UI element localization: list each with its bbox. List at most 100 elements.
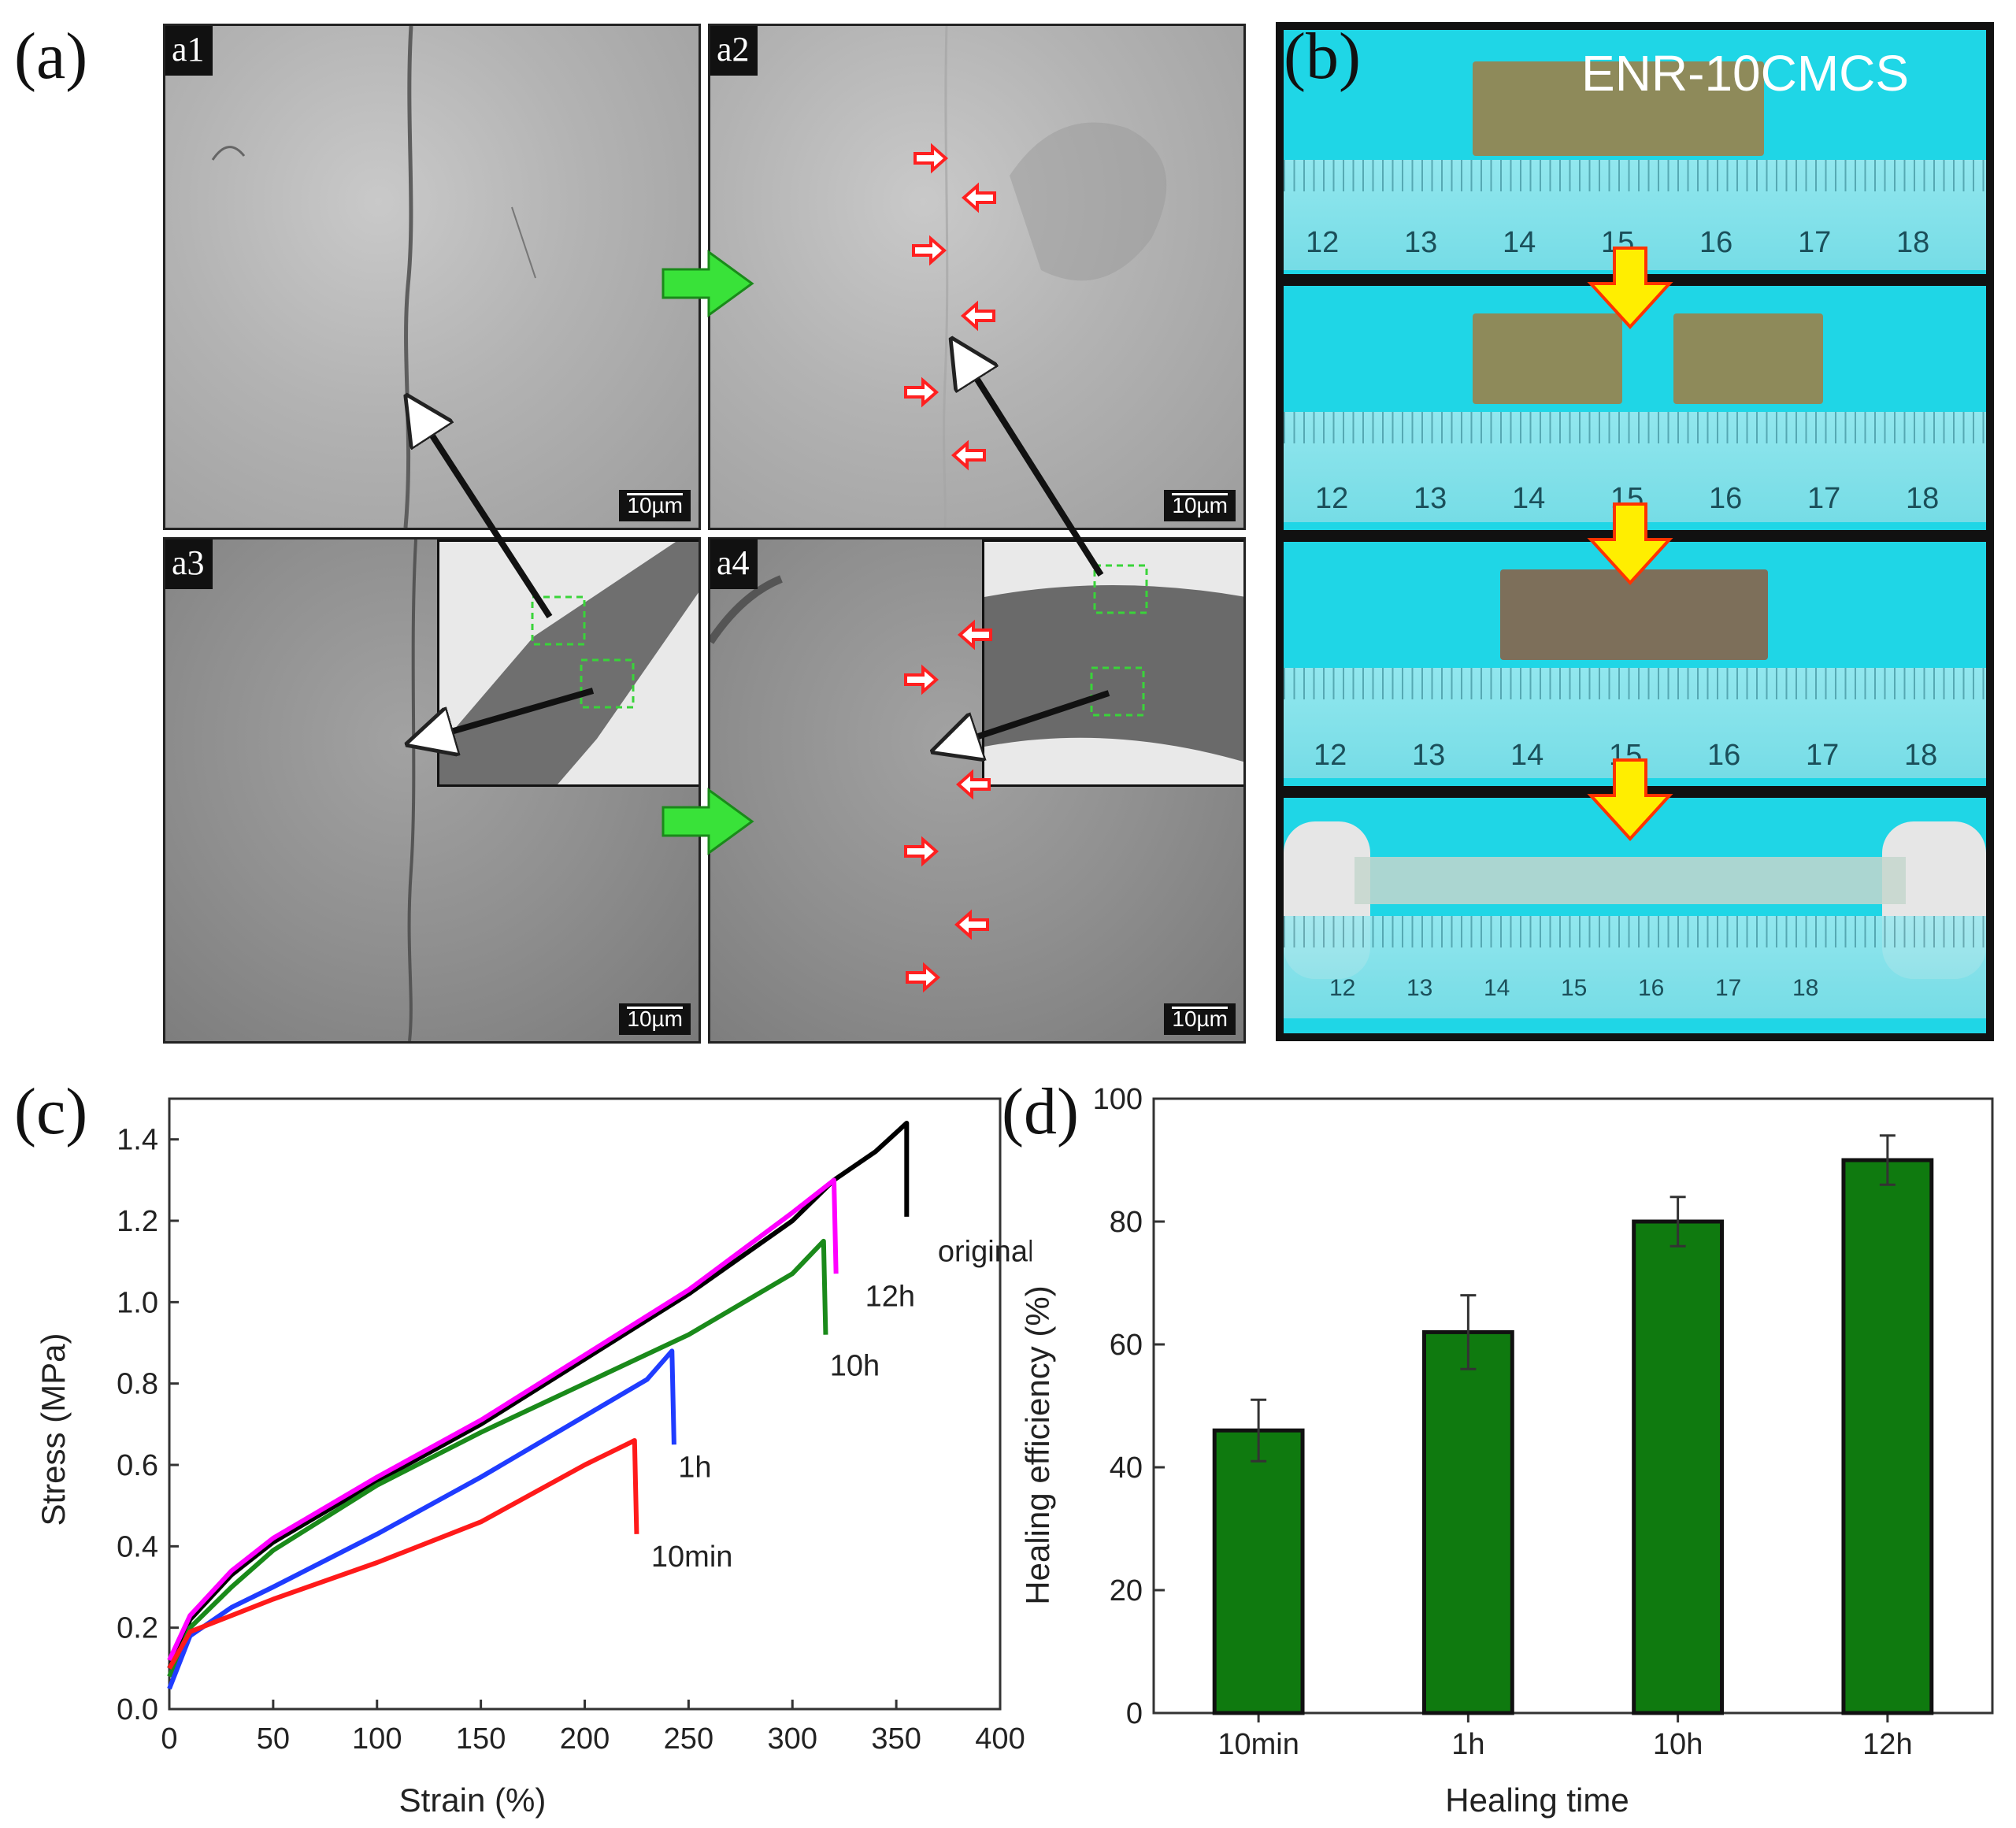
rubber-sample — [1473, 61, 1764, 156]
series-label-10min: 10min — [651, 1541, 733, 1574]
y-tick-label: 0.4 — [117, 1530, 158, 1563]
ruler-number: 13 — [1406, 975, 1433, 1001]
y-tick-label: 60 — [1110, 1329, 1143, 1362]
bar-10min — [1212, 1428, 1305, 1715]
ruler-number: 18 — [1896, 226, 1930, 259]
x-tick-label: 400 — [975, 1722, 1025, 1756]
stress-strain-chart: 0 50 100 150 200 250 300 350 400 0.0 0.2 0.4 0.6 0.8 1… — [35, 1097, 1032, 1819]
plot-frame — [1152, 1097, 1994, 1715]
scale-bar: 10µm — [1164, 490, 1236, 521]
y-tick-label: 0 — [1126, 1697, 1143, 1730]
x-tick-label: 1h — [1451, 1728, 1484, 1761]
x-tick-label: 350 — [871, 1722, 921, 1756]
ruler-number: 15 — [1561, 975, 1588, 1001]
ruler — [1284, 916, 1986, 1018]
photo-intact-sample — [1284, 30, 1986, 274]
chart-bars — [1212, 1134, 1934, 1715]
y-tick-label: 0.8 — [117, 1368, 158, 1401]
ruler-number: 18 — [1904, 739, 1938, 772]
y-tick-label: 1.0 — [117, 1286, 158, 1319]
micrograph-a2: a2 10µm — [708, 24, 1246, 530]
sub-panel-label: a4 — [710, 540, 758, 589]
photo-stretched-sample — [1284, 798, 1986, 1033]
healed-crack — [943, 26, 1167, 528]
ruler-number: 13 — [1414, 482, 1447, 515]
micrograph-a3: a3 10µm — [163, 537, 701, 1044]
ruler-number: 14 — [1484, 975, 1510, 1001]
plot-frame — [168, 1097, 1002, 1711]
scale-bar: 10µm — [1164, 1003, 1236, 1035]
ruler-number: 16 — [1699, 226, 1733, 259]
ruler-number: 17 — [1798, 226, 1832, 259]
x-tick-label: 300 — [768, 1722, 817, 1756]
series-line-10min — [167, 1438, 639, 1670]
ruler-number: 12 — [1329, 975, 1356, 1001]
stretched-rubber — [1354, 857, 1906, 904]
ruler-number: 16 — [1709, 482, 1743, 515]
y-axis-label: Stress (MPa) — [35, 1333, 72, 1526]
rubber-piece-right — [1673, 313, 1823, 404]
y-tick-label: 1.4 — [117, 1124, 158, 1157]
x-axis-label: Strain (%) — [399, 1782, 547, 1819]
x-tick-label: 100 — [352, 1722, 402, 1756]
chart-axes: 0 20 40 60 80 100 10min 1h 10h 12h — [1093, 1083, 1994, 1761]
ruler-number: 15 — [1609, 739, 1643, 772]
series-line-1h — [167, 1348, 676, 1690]
x-tick-label: 10min — [1217, 1728, 1299, 1761]
sub-panel-label: a1 — [165, 26, 213, 76]
bar-1h — [1421, 1329, 1514, 1715]
rubber-sample — [1500, 569, 1768, 660]
series-line-original — [167, 1121, 910, 1670]
ruler-number: 17 — [1807, 482, 1841, 515]
x-tick-label: 0 — [161, 1722, 177, 1756]
scale-bar: 10µm — [619, 490, 691, 521]
inset-film — [984, 564, 1243, 762]
y-axis-label: Healing efficiency (%) — [1019, 1285, 1056, 1604]
panel-b-photos — [1276, 22, 1994, 1041]
ruler-number: 18 — [1906, 482, 1940, 515]
x-tick-label: 150 — [456, 1722, 506, 1756]
x-tick-label: 12h — [1862, 1728, 1912, 1761]
micrograph-a1: a1 10µm — [163, 24, 701, 530]
series-line-12h — [167, 1177, 839, 1662]
ruler-number: 17 — [1806, 739, 1840, 772]
series-label-original: original — [938, 1236, 1032, 1269]
scale-bar: 10µm — [619, 1003, 691, 1035]
micrograph-a4: a4 10µm — [708, 537, 1246, 1044]
ruler-number: 12 — [1306, 226, 1340, 259]
y-tick-label: 0.6 — [117, 1449, 158, 1482]
ruler-number: 14 — [1510, 739, 1544, 772]
ruler-number: 15 — [1610, 482, 1644, 515]
crack-line — [211, 26, 536, 528]
panel-d-label: (d) — [1002, 1075, 1079, 1148]
y-tick-label: 0.2 — [117, 1612, 158, 1645]
inset-overview — [437, 540, 699, 787]
y-tick-label: 80 — [1110, 1206, 1143, 1239]
inset-overview — [982, 540, 1243, 787]
panel-c-label: (c) — [14, 1075, 88, 1148]
ruler-number: 18 — [1792, 975, 1819, 1001]
ruler-number: 16 — [1707, 739, 1741, 772]
y-tick-label: 0.0 — [117, 1693, 158, 1726]
y-tick-label: 1.2 — [117, 1205, 158, 1238]
series-line-10h — [167, 1238, 828, 1678]
ruler — [1284, 160, 1986, 270]
x-tick-label: 250 — [664, 1722, 713, 1756]
ruler-number: 12 — [1315, 482, 1349, 515]
y-tick-label: 40 — [1110, 1452, 1143, 1485]
y-tick-label: 100 — [1093, 1083, 1143, 1116]
sub-panel-label: a2 — [710, 26, 758, 76]
sub-panel-label: a3 — [165, 540, 213, 589]
panel-b-label: (b) — [1284, 20, 1361, 93]
panel-a-label: (a) — [14, 20, 88, 93]
ruler-number: 15 — [1601, 226, 1635, 259]
ruler-number: 14 — [1512, 482, 1546, 515]
ruler-number: 14 — [1503, 226, 1536, 259]
bar-12h — [1841, 1158, 1934, 1715]
ruler-number: 17 — [1715, 975, 1742, 1001]
series-label-10h: 10h — [830, 1349, 880, 1382]
crack-line — [407, 540, 417, 1041]
x-axis-label: Healing time — [1445, 1782, 1629, 1819]
series-label-1h: 1h — [678, 1452, 711, 1485]
x-tick-label: 50 — [257, 1722, 290, 1756]
